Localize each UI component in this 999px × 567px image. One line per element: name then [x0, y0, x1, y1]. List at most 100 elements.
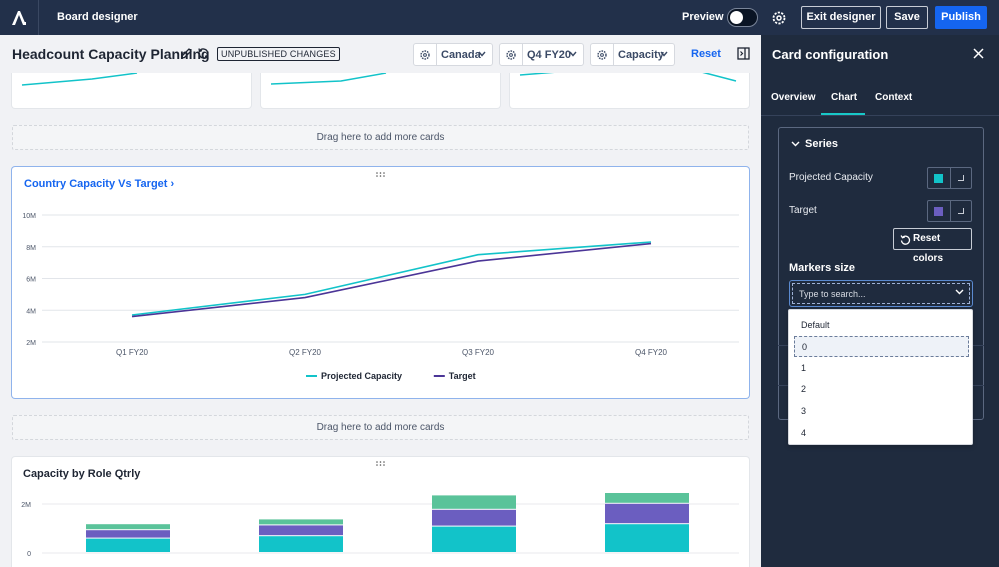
- color-swatch: [933, 173, 944, 184]
- chevron-down-icon[interactable]: [791, 141, 800, 147]
- bar-segment: [605, 503, 689, 524]
- tab-context[interactable]: Context: [875, 92, 913, 103]
- y-tick-label: 4M: [26, 308, 36, 315]
- tab-overview[interactable]: Overview: [771, 92, 816, 103]
- status-badge: UNPUBLISHED CHANGES: [217, 47, 340, 61]
- bar-segment: [86, 524, 170, 530]
- drop-zone[interactable]: Drag here to add more cards: [12, 415, 749, 440]
- divider: [38, 0, 39, 35]
- toggle-knob: [730, 11, 743, 24]
- resize-icon: [958, 208, 964, 214]
- divider: [613, 44, 614, 65]
- exit-designer-button[interactable]: Exit designer: [801, 6, 881, 29]
- y-tick-label: 10M: [22, 213, 36, 220]
- divider: [950, 201, 951, 221]
- card-title[interactable]: Country Capacity Vs Target ›: [24, 178, 174, 190]
- chevron-right-icon: ›: [170, 178, 175, 190]
- dropdown-option[interactable]: 3: [801, 406, 807, 416]
- panel-title: Card configuration: [772, 47, 889, 62]
- preview-toggle[interactable]: [727, 8, 758, 27]
- filter-measure[interactable]: Capacity: [590, 43, 675, 66]
- resize-icon: [958, 175, 964, 181]
- drag-handle-icon[interactable]: [376, 461, 385, 466]
- bar-segment: [86, 530, 170, 538]
- bar-segment: [432, 526, 516, 552]
- bar-segment: [259, 519, 343, 525]
- line-chart: 2M 4M 6M 8M 10M Q1 FY20 Q2 FY20 Q3 FY20 Q4 FY20 P…: [22, 213, 739, 381]
- search-input[interactable]: [799, 287, 939, 301]
- tab-chart[interactable]: Chart: [831, 92, 858, 103]
- gear-icon: [506, 50, 516, 60]
- legend-label: Projected Capacity: [321, 371, 402, 381]
- color-picker[interactable]: [927, 167, 972, 189]
- series-line-0: [131, 241, 652, 316]
- y-tick-label: 2M: [21, 502, 31, 509]
- markers-size-label: Markers size: [789, 262, 856, 274]
- drag-handle-icon[interactable]: [376, 172, 385, 177]
- y-tick-label: 6M: [26, 277, 36, 284]
- active-tab-indicator: [821, 113, 865, 115]
- filter-label: Canada: [441, 49, 481, 61]
- chevron-down-icon[interactable]: [955, 289, 964, 295]
- y-tick-label: 2M: [26, 340, 36, 347]
- publish-button[interactable]: Publish: [935, 6, 987, 29]
- x-tick-label: Q2 FY20: [289, 348, 322, 357]
- y-tick-label: 8M: [26, 245, 36, 252]
- sync-icon[interactable]: [197, 47, 210, 60]
- filter-label: Capacity: [618, 49, 664, 61]
- x-tick-label: Q4 FY20: [635, 348, 668, 357]
- y-tick-label: 0: [27, 551, 31, 558]
- drop-zone[interactable]: Drag here to add more cards: [12, 125, 749, 150]
- bar-segment: [86, 538, 170, 552]
- series-heading: Series: [805, 138, 839, 150]
- app-title: Board designer: [57, 11, 138, 23]
- series-line-1: [131, 242, 652, 318]
- panel-toggle-icon[interactable]: [737, 47, 750, 60]
- markers-size-select[interactable]: [789, 280, 973, 307]
- x-tick-label: Q1 FY20: [116, 348, 149, 357]
- bar-segment: [605, 493, 689, 503]
- close-icon[interactable]: [973, 48, 984, 59]
- board-title: Headcount Capacity Planning: [12, 46, 210, 62]
- card-title: Capacity by Role Qtrly: [23, 468, 141, 480]
- bar-segment: [605, 524, 689, 552]
- legend-label: Target: [449, 371, 476, 381]
- app-logo-icon[interactable]: [9, 8, 29, 28]
- reset-colors-label: Reset colors: [913, 233, 944, 264]
- dropdown-option-selected[interactable]: 0: [794, 336, 969, 357]
- gear-icon[interactable]: [770, 9, 788, 27]
- dropdown-option[interactable]: Default: [801, 320, 830, 330]
- save-button[interactable]: Save: [886, 6, 928, 29]
- x-tick-label: Q3 FY20: [462, 348, 495, 357]
- filter-period[interactable]: Q4 FY20: [499, 43, 584, 66]
- filter-country[interactable]: Canada: [413, 43, 493, 66]
- dropdown-option[interactable]: 4: [801, 428, 807, 438]
- dropdown-option[interactable]: 2: [801, 384, 807, 394]
- gear-icon: [420, 50, 430, 60]
- pencil-icon[interactable]: [180, 47, 193, 60]
- tab-divider: [761, 115, 999, 116]
- color-swatch: [933, 206, 944, 217]
- reset-filters-link[interactable]: Reset: [691, 48, 721, 60]
- divider: [950, 168, 951, 188]
- search-field-focus: [792, 283, 970, 304]
- board-header: Headcount Capacity Planning UNPUBLISHED …: [0, 35, 761, 73]
- bar-segment: [432, 495, 516, 509]
- chevron-down-icon: [478, 51, 486, 57]
- color-picker[interactable]: [927, 200, 972, 222]
- series-name: Projected Capacity: [789, 172, 873, 183]
- board-canvas: Headcount Capacity Planning UNPUBLISHED …: [0, 35, 761, 567]
- divider: [522, 44, 523, 65]
- reset-colors-button[interactable]: Reset colors: [893, 228, 972, 264]
- bar-segment: [432, 509, 516, 526]
- bar-segment: [259, 536, 343, 552]
- divider: [436, 44, 437, 65]
- top-bar: Board designer Preview Exit designer Sav…: [0, 0, 999, 35]
- filter-label: Q4 FY20: [527, 49, 572, 61]
- chart-card-country-capacity[interactable]: Country Capacity Vs Target › 2M 4M 6M 8M 10M…: [12, 167, 749, 398]
- sparkline: [270, 72, 387, 85]
- preview-label: Preview: [682, 11, 724, 23]
- dropdown-option[interactable]: 1: [801, 363, 807, 373]
